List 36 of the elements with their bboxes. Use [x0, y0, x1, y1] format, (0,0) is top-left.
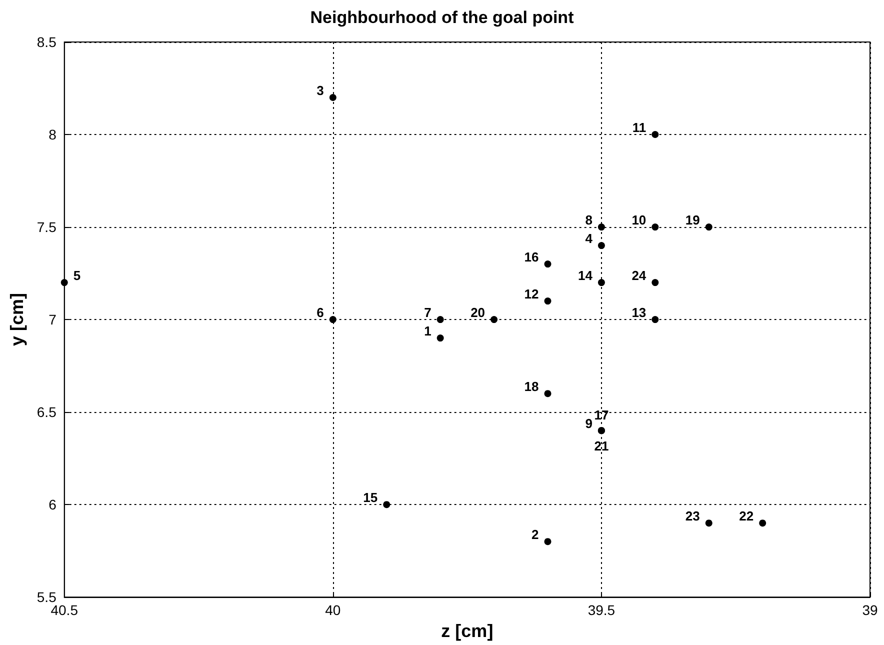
annotation: 15 — [363, 490, 378, 506]
annotation: 1 — [424, 324, 432, 339]
annotation: 13 — [632, 305, 646, 320]
annotation: 6 — [316, 305, 324, 320]
annotation: 18 — [524, 379, 539, 394]
annotation: 23 — [685, 508, 700, 524]
annotation: 19 — [685, 212, 700, 228]
annotation: 3 — [316, 83, 324, 98]
annotation: 16 — [524, 250, 539, 265]
annotation: 22 — [739, 508, 754, 524]
annotation: 7 — [424, 305, 432, 320]
y-tick-label: 7.5 — [36, 219, 57, 236]
x-tick-label: 39.5 — [588, 602, 616, 618]
annotation: 4 — [585, 231, 594, 246]
x-tick-label: 39 — [862, 602, 878, 618]
annotation: 24 — [632, 268, 647, 284]
annotation: 14 — [578, 268, 594, 284]
y-tick-label: 6.5 — [36, 404, 57, 420]
annotation: 12 — [524, 286, 539, 302]
annotation: 2 — [532, 527, 539, 542]
annotation: 20 — [470, 305, 486, 320]
annotation: 17 — [594, 408, 609, 423]
chart-title: Neighbourhood of the goal point — [310, 8, 574, 27]
x-tick-label: 40 — [325, 602, 341, 618]
annotation: 8 — [585, 212, 592, 228]
y-tick-label: 7 — [48, 312, 57, 328]
annotation: 10 — [632, 212, 646, 228]
y-axis-title: y [cm] — [7, 293, 27, 346]
annotation: 9 — [585, 416, 592, 432]
y-tick-label: 6 — [48, 496, 57, 513]
annotation: 5 — [73, 268, 81, 284]
annotation: 11 — [632, 120, 646, 136]
annotation: 21 — [594, 438, 609, 454]
y-tick-label: 8.5 — [36, 34, 57, 50]
x-axis-title: z [cm] — [441, 621, 494, 641]
y-tick-label: 8 — [48, 126, 57, 143]
